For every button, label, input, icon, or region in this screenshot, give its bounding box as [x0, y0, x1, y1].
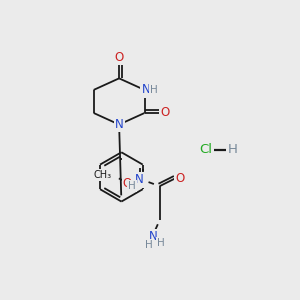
- Text: O: O: [175, 172, 184, 185]
- Text: N: N: [135, 173, 144, 187]
- Text: N: N: [115, 118, 124, 131]
- Text: N: N: [149, 230, 158, 244]
- Text: H: H: [145, 240, 153, 250]
- Text: O: O: [161, 106, 170, 119]
- Text: CH₃: CH₃: [93, 170, 111, 180]
- Text: Cl: Cl: [200, 143, 213, 157]
- Text: O: O: [123, 177, 132, 190]
- Text: H: H: [227, 143, 237, 157]
- Text: H: H: [150, 85, 158, 95]
- Text: H: H: [157, 238, 164, 248]
- Text: H: H: [128, 181, 136, 191]
- Text: O: O: [115, 51, 124, 64]
- Text: N: N: [142, 83, 150, 96]
